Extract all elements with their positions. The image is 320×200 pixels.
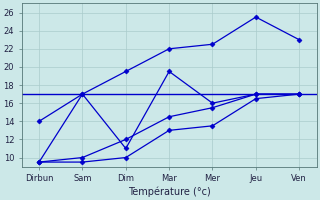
X-axis label: Température (°c): Température (°c) <box>128 186 211 197</box>
